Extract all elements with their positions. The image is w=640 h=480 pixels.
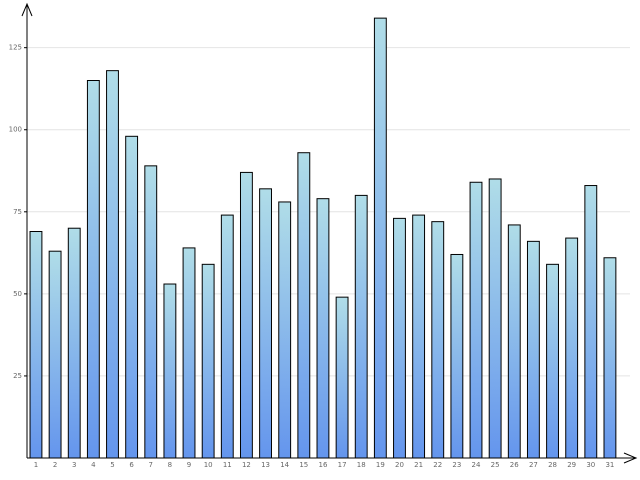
x-tick-label: 22 — [433, 461, 442, 469]
bar — [507, 224, 521, 459]
bar — [106, 70, 119, 459]
bar — [259, 188, 272, 459]
x-axis-arrow — [623, 452, 638, 464]
x-tick-label: 6 — [129, 461, 134, 469]
y-tick-label: 50 — [13, 290, 22, 298]
x-tick-label: 3 — [72, 461, 76, 469]
bar — [431, 221, 445, 459]
x-tick-label: 26 — [510, 461, 519, 469]
bar — [603, 257, 617, 459]
x-tick-label: 15 — [299, 461, 308, 469]
bar — [546, 263, 559, 459]
x-tick-label: 25 — [491, 461, 500, 469]
bar — [316, 198, 330, 459]
x-tick-label: 4 — [91, 461, 96, 469]
bar — [48, 250, 62, 459]
x-tick-label: 31 — [605, 461, 614, 469]
bars: 1 2 3 4 5 6 7 8 9 10 11 12 13 14 15 16 17 18 19 20 21 22 23 24 2… — [29, 17, 617, 469]
y-tick-label: 100 — [9, 126, 22, 134]
x-tick-label: 12 — [242, 461, 251, 469]
bar — [29, 231, 43, 459]
bar — [488, 178, 502, 459]
x-tick-label: 28 — [548, 461, 557, 469]
bar — [354, 194, 368, 459]
x-tick-label: 8 — [168, 461, 172, 469]
x-tick-label: 29 — [567, 461, 576, 469]
x-tick-label: 1 — [34, 461, 38, 469]
bar — [335, 296, 349, 459]
x-tick-label: 23 — [452, 461, 461, 469]
x-tick-label: 20 — [395, 461, 404, 469]
y-tick-label: 75 — [13, 208, 22, 216]
bar — [220, 214, 234, 459]
bar — [86, 80, 100, 459]
bar — [297, 152, 311, 459]
bar — [239, 171, 253, 459]
x-tick-label: 13 — [261, 461, 270, 469]
x-tick-label: 14 — [280, 461, 289, 469]
x-tick-label: 30 — [586, 461, 595, 469]
bar — [163, 283, 177, 459]
x-tick-label: 18 — [357, 461, 366, 469]
x-tick-label: 19 — [376, 461, 385, 469]
x-tick-label: 17 — [338, 461, 347, 469]
x-tick-label: 11 — [223, 461, 232, 469]
x-tick-label: 5 — [110, 461, 114, 469]
bar — [565, 237, 579, 459]
bar — [125, 135, 139, 459]
x-tick-label: 2 — [53, 461, 57, 469]
y-tick-label: 25 — [13, 372, 22, 380]
x-tick-label: 10 — [204, 461, 213, 469]
x-tick-label: 7 — [149, 461, 153, 469]
x-tick-label: 9 — [187, 461, 191, 469]
bar — [67, 227, 81, 459]
x-tick-label: 16 — [318, 461, 327, 469]
y-axis-arrow — [21, 2, 33, 17]
bar — [450, 253, 464, 459]
x-tick-label: 24 — [472, 461, 481, 469]
bar — [584, 185, 598, 459]
bar — [144, 165, 158, 459]
bar — [373, 17, 387, 459]
bar — [469, 181, 483, 459]
bar — [412, 214, 426, 459]
x-tick-label: 21 — [414, 461, 423, 469]
bar — [182, 247, 196, 459]
bar — [201, 263, 215, 459]
bar — [278, 201, 292, 459]
bar — [526, 240, 540, 459]
y-tick-label: 125 — [9, 44, 22, 52]
x-tick-label: 27 — [529, 461, 538, 469]
bar — [393, 217, 406, 459]
